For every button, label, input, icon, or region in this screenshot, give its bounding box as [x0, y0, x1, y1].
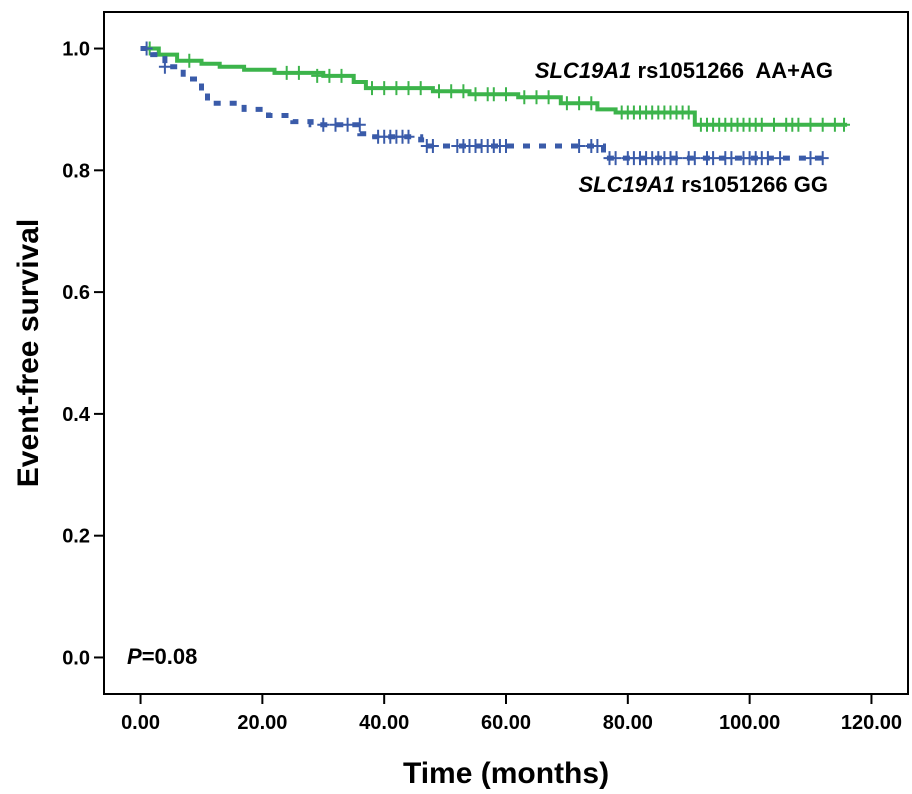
censor-mark: [292, 65, 305, 80]
censor-mark: [280, 65, 293, 80]
censor-mark: [573, 96, 586, 111]
censor-mark: [378, 81, 391, 96]
series-layer: [140, 41, 850, 166]
censor-mark: [158, 59, 171, 74]
series-label-gg: SLC19A1 rs1051266 GG: [579, 172, 829, 197]
censor-mark: [500, 139, 512, 153]
censor-mark: [341, 117, 354, 132]
censor-mark: [140, 41, 153, 56]
censor-mark: [390, 81, 403, 96]
plot-area-frame: [103, 11, 909, 695]
censor-mark: [816, 117, 829, 132]
x-tick-label: 40.00: [359, 712, 409, 734]
censor-mark: [707, 151, 720, 166]
censor-mark: [761, 151, 774, 166]
censor-mark: [457, 84, 470, 99]
censor-mark: [469, 87, 482, 102]
censor-mark: [725, 151, 738, 166]
censor-mark: [402, 81, 415, 96]
censor-mark: [688, 151, 701, 166]
censor-mark: [768, 117, 780, 132]
censor-mark: [311, 68, 324, 83]
censor-mark: [445, 84, 458, 99]
censor-mark: [585, 96, 598, 111]
x-axis-title: Time (months): [403, 757, 609, 790]
series-label-aa-ag: SLC19A1 rs1051266 AA+AG: [535, 58, 833, 83]
y-axis-title: Event-free survival: [12, 219, 45, 487]
censor-mark: [609, 151, 622, 166]
x-tick-label: 60.00: [481, 712, 531, 734]
x-tick-label: 120.00: [841, 712, 902, 734]
x-tick-label: 0.00: [121, 712, 160, 734]
censor-mark: [838, 117, 850, 132]
censor-mark: [518, 90, 531, 105]
censor-mark: [329, 117, 342, 132]
x-axis: 0.00 20.00 40.00 60.00 80.00 100.00 120.00: [121, 694, 902, 734]
y-axis: 0.0 0.2 0.4 0.6 0.8 1.0: [62, 39, 104, 669]
censor-mark: [804, 151, 817, 166]
censor-mark: [426, 139, 439, 153]
censor-mark: [487, 87, 500, 102]
censor-mark: [804, 117, 817, 132]
censor-mark: [530, 90, 543, 105]
y-tick-label: 0.6: [62, 282, 90, 304]
censor-mark: [682, 105, 695, 120]
censor-mark: [573, 139, 586, 153]
y-tick-label: 0.4: [62, 404, 91, 426]
censor-mark: [402, 129, 415, 144]
censor-mark: [433, 84, 445, 99]
censor-mark: [323, 68, 336, 83]
y-tick-label: 0.0: [62, 647, 90, 669]
survival-curve-aa-ag: [140, 46, 848, 127]
censor-mark: [335, 68, 348, 83]
censor-mark: [755, 117, 768, 132]
censor-mark: [353, 117, 366, 132]
y-tick-label: 1.0: [62, 39, 90, 61]
censor-mark: [414, 81, 427, 96]
censor-mark: [792, 117, 805, 132]
censor-mark: [317, 117, 330, 132]
x-tick-label: 100.00: [719, 712, 780, 734]
censor-mark: [542, 90, 555, 105]
censor-mark: [591, 139, 604, 153]
censor-mark: [816, 151, 829, 166]
y-tick-label: 0.2: [62, 526, 90, 548]
censor-mark: [670, 151, 683, 166]
x-tick-label: 20.00: [237, 712, 287, 734]
p-value-annotation: P=0.08: [127, 644, 197, 669]
censor-mark: [774, 151, 787, 166]
y-tick-label: 0.8: [62, 160, 90, 182]
censor-mark: [366, 81, 378, 96]
censor-mark: [500, 87, 512, 102]
censor-mark: [183, 53, 196, 68]
x-tick-label: 80.00: [603, 712, 653, 734]
censor-mark: [560, 96, 573, 111]
